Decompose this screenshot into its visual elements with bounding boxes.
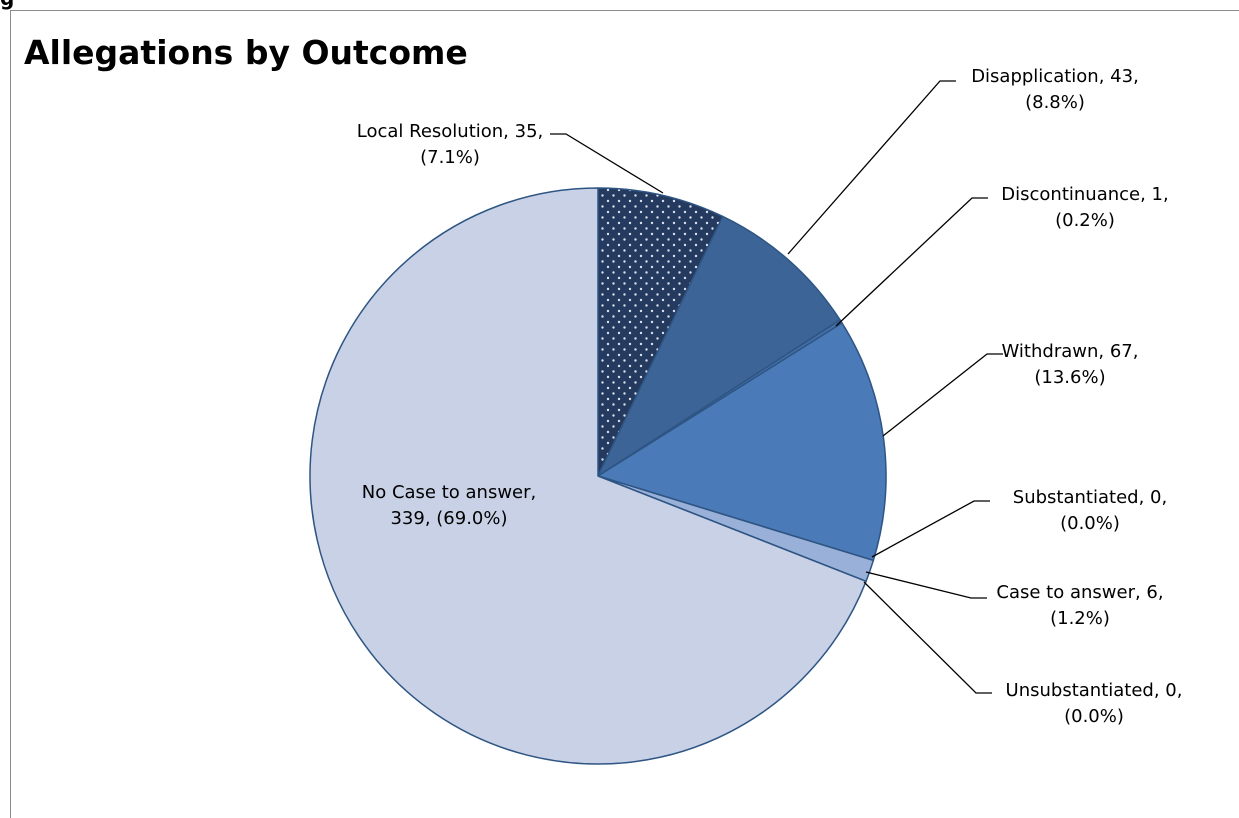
labels-layer: Local Resolution, 35, (7.1%) Disapplicatio… [357,66,1183,727]
leader-line-withdrawn [882,353,1003,437]
data-label-no-case-to-answer: No Case to answer, 339, (69.0%) [362,482,537,529]
top-fragment: g [0,0,18,10]
data-label-local-resolution: Local Resolution, 35, (7.1%) [357,121,544,168]
leaders-layer [550,80,1003,694]
data-label-disapplication: Disapplication, 43, (8.8%) [971,66,1139,113]
data-label-discontinuance: Discontinuance, 1, (0.2%) [1001,184,1168,231]
data-label-case-to-answer: Case to answer, 6, (1.2%) [996,582,1163,629]
slice-disapplication [597,215,841,477]
chart-title: Allegations by Outcome [24,33,468,72]
leader-line-disapplication [787,80,956,255]
data-label-unsubstantiated: Unsubstantiated, 0, (0.0%) [1006,680,1183,727]
data-label-substantiated: Substantiated, 0, (0.0%) [1013,487,1167,534]
slice-no-case-to-answer [309,187,867,765]
slices-layer [309,187,887,765]
leader-line-unsubstantiated [863,581,992,694]
slice-withdrawn [597,322,887,562]
data-label-withdrawn: Withdrawn, 67, (13.6%) [1002,341,1139,388]
leader-line-local-resolution [550,133,664,194]
chart-frame [10,10,1239,818]
slice-local-resolution [597,187,724,477]
leader-line-case-to-answer [865,571,987,599]
leader-line-substantiated [871,500,990,558]
leader-line-discontinuance [835,197,988,327]
